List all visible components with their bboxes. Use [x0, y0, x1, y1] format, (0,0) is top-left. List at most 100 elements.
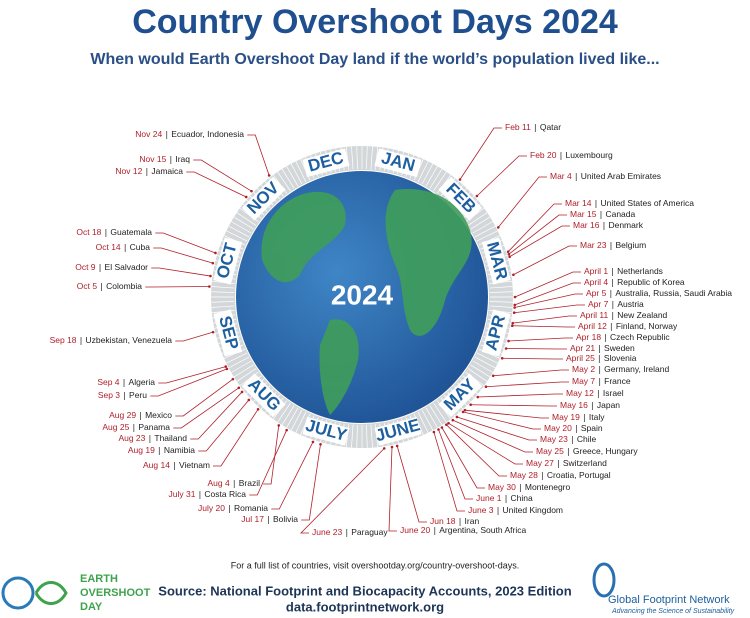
leader-dot [500, 356, 504, 360]
leader-line [446, 424, 507, 477]
entry-label: May 23 Chile [540, 434, 597, 444]
logo-right: Global Footprint Network Advancing the S… [592, 562, 735, 615]
entry-date: April 25 [566, 353, 595, 363]
entry-country: Greece, Hungary [573, 446, 638, 456]
entry-country: Montenegro [525, 482, 571, 492]
ring-tick [421, 409, 434, 431]
leader-dot [211, 330, 215, 334]
leader-line [175, 331, 214, 342]
ring-tick [467, 212, 488, 226]
source: Source: National Footprint and Biocapaci… [158, 583, 571, 598]
logo-text: DAY [80, 601, 103, 613]
entry-country: China [511, 493, 533, 503]
leader-line [464, 409, 549, 419]
entry-date: May 23 [540, 434, 568, 444]
leader-dot [475, 194, 479, 198]
ring-tick [366, 146, 368, 170]
entry-country: Uzbekistan, Venezuela [86, 335, 173, 345]
entry-label: May 25 Greece, Hungary [536, 446, 638, 456]
entry-country: Argentina, South Africa [439, 525, 526, 535]
leader-dot [244, 195, 248, 199]
ring-tick [417, 411, 429, 433]
entry-label: Feb 20 Luxembourg [530, 150, 613, 160]
logo-name: Global Footprint Network [608, 594, 730, 606]
month-bg [302, 416, 350, 446]
entry-label: Mar 4 United Arab Emirates [550, 171, 661, 181]
entry-country: Czech Republic [610, 332, 670, 342]
entry-country: Colombia [106, 281, 142, 291]
leader-dot [432, 430, 436, 434]
leader-line [509, 225, 570, 258]
month-bg [302, 148, 350, 178]
leader-line [193, 159, 252, 192]
entry-label: June 3 United Kingdom [468, 505, 563, 515]
month-bg [213, 309, 243, 357]
leader-line [512, 315, 577, 324]
entry-date: Mar 23 [580, 240, 607, 250]
entry-label: May 2 Germany, Ireland [572, 364, 669, 374]
month-bg [241, 176, 286, 221]
entry-label: Feb 11 Qatar [505, 122, 561, 132]
leader-dot [390, 445, 394, 449]
ring-tick [472, 360, 493, 373]
leader-dot [437, 428, 440, 431]
month-bg [241, 373, 286, 418]
entry-label: Mar 15 Canada [570, 209, 636, 219]
entry-country: United States of America [600, 198, 694, 208]
leader-line [476, 155, 527, 197]
entry-date: Jul 17 [241, 514, 264, 524]
ring-tick [277, 171, 291, 192]
ring-tick [211, 291, 235, 293]
leader-line [507, 203, 562, 253]
entry-date: May 27 [526, 458, 554, 468]
entry-label: April 25 Slovenia [566, 353, 637, 363]
ring-tick [231, 221, 252, 234]
entry-country: Qatar [540, 122, 561, 132]
entry-country: Peru [129, 390, 147, 400]
ring-tick [231, 360, 252, 373]
leader-line [485, 381, 569, 388]
leader-dot [504, 347, 508, 350]
leader-dot [285, 428, 288, 432]
leader-line [456, 416, 537, 441]
entry-date: Feb 20 [530, 150, 557, 160]
leader-dot [247, 398, 251, 402]
continents [261, 189, 472, 415]
entry-country: Costa Rica [204, 489, 246, 499]
entry-label: Oct 14 Cuba [96, 242, 151, 252]
logo-text: OVERSHOOT [80, 587, 151, 599]
entry-date: June 1 [476, 493, 502, 503]
ring-tick [433, 171, 447, 192]
ring-tick [474, 225, 496, 238]
entry-date: May 12 [566, 388, 594, 398]
ring-tick [417, 161, 429, 183]
entry-label: Mar 16 Denmark [573, 220, 644, 230]
entry-label: Oct 18 Guatemala [76, 227, 152, 237]
month-bg [374, 416, 422, 446]
logo-icon [1, 576, 35, 610]
leader-line [512, 325, 575, 328]
leader-dot [496, 226, 500, 229]
leader-dot [513, 306, 516, 309]
entry-date: May 7 [572, 376, 595, 386]
entry-country: Italy [589, 412, 605, 422]
leader-dot [311, 440, 315, 444]
leader-dot [512, 273, 515, 277]
entry-date: June 23 [312, 527, 343, 537]
entry-label: Oct 5 Colombia [77, 281, 142, 291]
logo-icon [34, 581, 68, 605]
leader-line [301, 444, 321, 521]
leader-line [508, 214, 567, 255]
leader-dot [209, 274, 212, 278]
entry-country: Thailand [154, 433, 187, 443]
leader-dot [507, 339, 510, 343]
leader-line [497, 176, 547, 228]
entry-date: Sep 3 [98, 390, 120, 400]
leader-dot [506, 250, 510, 254]
leader-dot [240, 390, 244, 394]
entry-country: France [604, 376, 631, 386]
leader-dot [507, 252, 511, 256]
entry-country: Austria [617, 299, 644, 309]
leader-dot [508, 255, 511, 259]
